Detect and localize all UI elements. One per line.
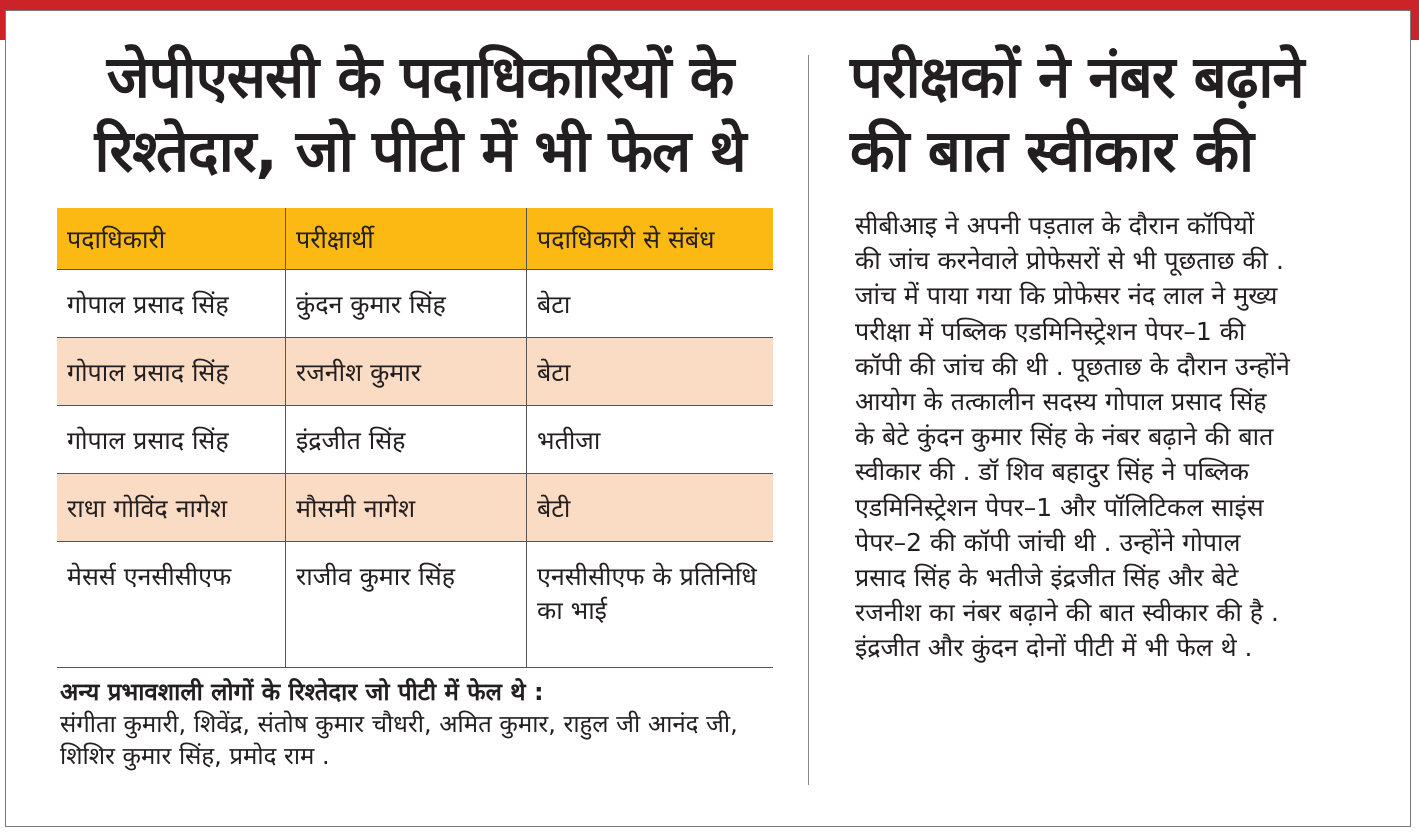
header-relation: पदाधिकारी से संबंध [526, 208, 773, 270]
cell-official: गोपाल प्रसाद सिंह [57, 269, 286, 338]
header-official: पदाधिकारी [57, 208, 286, 270]
body-line: इंद्रजीत और कुंदन दोनों पीटी में भी फेल … [855, 633, 1253, 663]
cell-candidate: कुंदन कुमार सिंह [285, 269, 527, 338]
body-line: प्रसाद सिंह के भतीजे इंद्रजीत सिंह और बे… [855, 563, 1239, 593]
right-body-text: सीबीआइ ने अपनी पड़ताल के दौरान कॉपियों क… [855, 208, 1375, 666]
body-line: सीबीआइ ने अपनी पड़ताल के दौरान कॉपियों [855, 211, 1255, 240]
body-line: एडमिनिस्ट्रेशन पेपर–1 और पॉलिटिकल साइंस [855, 492, 1264, 522]
table-row: गोपाल प्रसाद सिंह रजनीश कुमार बेटा [57, 337, 773, 406]
cell-relation: बेटा [526, 337, 773, 406]
table-row: गोपाल प्रसाद सिंह इंद्रजीत सिंह भतीजा [57, 405, 773, 474]
body-line: की जांच करनेवाले प्रोफेसरों से भी पूछताछ… [855, 246, 1284, 276]
left-headline-line: जेपीएससी के पदाधिकारियों के [106, 43, 735, 111]
body-line: के बेटे कुंदन कुमार सिंह के नंबर बढ़ाने … [855, 422, 1274, 452]
body-line: परीक्षा में पब्लिक एडमिनिस्ट्रेशन पेपर–1… [855, 316, 1246, 346]
note-text: संगीता कुमारी, शिवेंद्र, संतोष कुमार चौध… [60, 710, 738, 770]
header-candidate: परीक्षार्थी [285, 208, 527, 270]
body-line: कॉपी की जांच की थी . पूछताछ के दौरान उन्… [855, 351, 1290, 381]
cell-official: गोपाल प्रसाद सिंह [57, 405, 286, 474]
cell-candidate: मौसमी नागेश [285, 473, 527, 542]
cell-relation: भतीजा [526, 405, 773, 474]
cell-relation: बेटा [526, 269, 773, 338]
table-row: राधा गोविंद नागेश मौसमी नागेश बेटी [57, 473, 773, 542]
cell-official: गोपाल प्रसाद सिंह [57, 337, 286, 406]
table-header-row: पदाधिकारी परीक्षार्थी पदाधिकारी से संबंध [57, 208, 773, 270]
cell-official: राधा गोविंद नागेश [57, 473, 286, 542]
right-headline-line: परीक्षकों ने नंबर बढ़ाने [850, 43, 1305, 111]
right-headline: परीक्षकों ने नंबर बढ़ाने की बात स्वीकार … [850, 40, 1370, 188]
left-headline-line: रिश्तेदार, जो पीटी में भी फेल थे [94, 117, 746, 185]
other-relatives-note: अन्य प्रभावशाली लोगों के रिश्तेदार जो पी… [60, 676, 780, 772]
cell-official: मेसर्स एनसीसीएफ [57, 541, 286, 668]
cell-candidate: इंद्रजीत सिंह [285, 405, 527, 474]
right-headline-line: की बात स्वीकार की [850, 117, 1254, 185]
cell-candidate: राजीव कुमार सिंह [285, 541, 527, 668]
body-line: रजनीश का नंबर बढ़ाने की बात स्वीकार की ह… [855, 598, 1279, 628]
table-row: मेसर्स एनसीसीएफ राजीव कुमार सिंह एनसीसीए… [57, 541, 773, 668]
table-row: गोपाल प्रसाद सिंह कुंदन कुमार सिंह बेटा [57, 269, 773, 338]
cell-relation: बेटी [526, 473, 773, 542]
body-line: आयोग के तत्कालीन सदस्य गोपाल प्रसाद सिंह [855, 387, 1267, 417]
body-line: स्वीकार की . डॉ शिव बहादुर सिंह ने पब्लि… [855, 457, 1249, 487]
body-line: जांच में पाया गया कि प्रोफेसर नंद लाल ने… [855, 281, 1278, 311]
column-divider [808, 55, 809, 785]
note-title: अन्य प्रभावशाली लोगों के रिश्तेदार जो पी… [60, 678, 544, 706]
cell-relation: एनसीसीएफ के प्रतिनिधि का भाई [526, 541, 773, 668]
body-line: पेपर–2 की कॉपी जांची थी . उन्होंने गोपाल [855, 527, 1241, 557]
relatives-table: पदाधिकारी परीक्षार्थी पदाधिकारी से संबंध… [57, 208, 773, 668]
cell-candidate: रजनीश कुमार [285, 337, 527, 406]
left-headline: जेपीएससी के पदाधिकारियों के रिश्तेदार, ज… [60, 40, 780, 188]
